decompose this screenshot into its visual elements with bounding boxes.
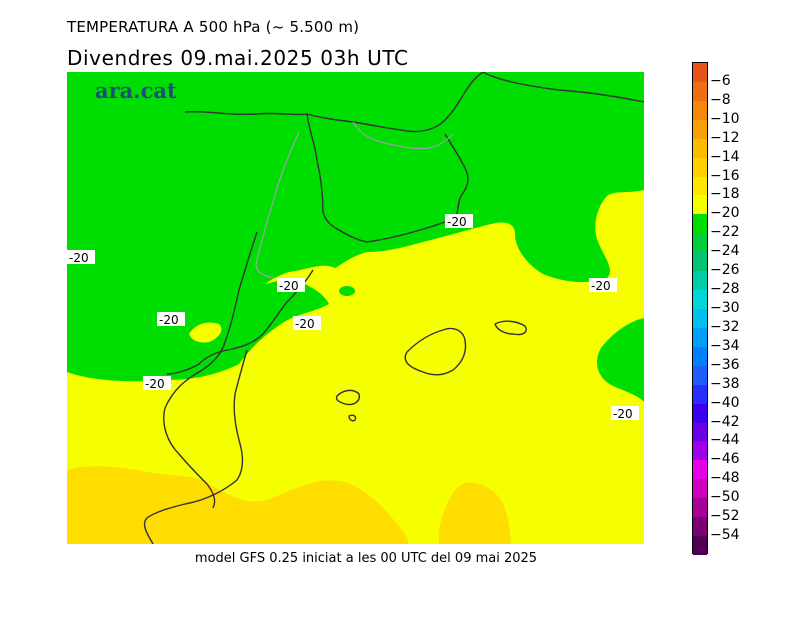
isotherm-labels: -20 -20 -20 -20 -20 -20 -20 -20 -20	[67, 214, 639, 421]
color-scale-segment	[693, 346, 707, 367]
isotherm-label: -20	[613, 407, 633, 421]
color-scale-segment	[693, 536, 707, 556]
color-scale-label: −48	[710, 470, 740, 487]
southeast-coast	[143, 349, 248, 544]
color-scale-label: −26	[710, 262, 740, 279]
isotherm-label: -20	[591, 279, 611, 293]
color-scale-segment	[693, 119, 707, 140]
color-scale-segment	[693, 517, 707, 537]
color-scale-labels: −6 −8 −10 −12 −14 −16 −18 −20 −22 −24 −26 −28 −30 −32…	[710, 62, 790, 554]
map-title: TEMPERATURA A 500 hPa (~ 5.500 m)	[67, 18, 360, 36]
color-scale-segment	[693, 100, 707, 121]
color-scale-segment	[693, 384, 707, 405]
color-scale-segment	[693, 271, 707, 291]
color-scale-segment	[693, 252, 707, 272]
color-scale-label: −24	[710, 243, 740, 260]
yellow-pocket	[189, 322, 222, 343]
map-subtitle: Divendres 09.mai.2025 03h UTC	[67, 46, 409, 70]
color-scale-segment	[693, 422, 707, 442]
isotherm-label: -20	[69, 251, 89, 265]
catalonia-coast	[306, 113, 469, 243]
color-scale-segment	[693, 309, 707, 329]
mallorca	[404, 327, 467, 376]
color-scale-label: −8	[710, 91, 731, 108]
color-scale-segment	[693, 403, 707, 424]
green-region-north	[67, 72, 644, 358]
region-border-north	[352, 121, 454, 150]
model-caption: model GFS 0.25 iniciat a les 00 UTC del …	[194, 551, 538, 566]
color-scale-label: −40	[710, 394, 740, 411]
color-scale-segment	[693, 290, 707, 310]
isotherm-label: -20	[447, 215, 467, 229]
color-scale-label: −6	[710, 72, 731, 89]
color-scale-bar	[692, 62, 708, 556]
region-border-west	[255, 131, 300, 279]
isotherm-label: -20	[279, 279, 299, 293]
france-coast	[482, 72, 644, 103]
color-scale-segment	[693, 327, 707, 348]
color-scale-label: −30	[710, 300, 740, 316]
region-borders	[255, 121, 454, 279]
balearic-islands	[335, 320, 527, 422]
color-scale-label: −20	[710, 205, 740, 222]
coastlines	[143, 72, 644, 544]
color-scale-segment	[693, 63, 707, 83]
color-scale-segment	[693, 157, 707, 178]
isotherm-label: -20	[159, 313, 179, 327]
ibiza	[335, 389, 360, 406]
color-scale-label: −50	[710, 489, 740, 506]
green-region-east	[597, 318, 644, 402]
color-scale-label: −34	[710, 337, 740, 354]
menorca	[494, 320, 527, 336]
color-scale-segment	[693, 365, 707, 386]
isotherm-label: -20	[171, 313, 191, 327]
color-scale-segment	[693, 176, 707, 196]
color-scale-label: −18	[710, 186, 740, 203]
color-scale-segment	[693, 138, 707, 159]
color-scale-label: −36	[710, 356, 740, 373]
logo: ara.cat	[95, 78, 177, 103]
color-scale-label: −12	[710, 129, 740, 146]
valencia-coast	[166, 269, 314, 375]
color-scale-label: −42	[710, 413, 740, 430]
gold-region-south	[438, 482, 511, 544]
color-scale-label: −28	[710, 281, 740, 298]
color-scale-segment	[693, 479, 707, 499]
gold-region-southwest	[67, 466, 409, 544]
color-scale-label: −46	[710, 451, 740, 468]
color-scale-label: −14	[710, 148, 740, 165]
color-scale-segment	[693, 195, 707, 215]
temperature-map: -20 -20 -20 -20 -20 -20 -20 -20 -20 ara.…	[67, 72, 644, 544]
color-scale-label: −44	[710, 432, 740, 449]
color-scale-label: −52	[710, 508, 740, 525]
color-scale-label: −54	[710, 527, 740, 544]
color-scale-label: −32	[710, 318, 740, 335]
color-scale-label: −38	[710, 375, 740, 392]
color-scale-segment	[693, 81, 707, 102]
color-scale-segment	[693, 214, 707, 234]
color-scale-segment	[693, 460, 707, 480]
color-scale-label: −10	[710, 110, 740, 127]
color-scale-label: −22	[710, 224, 740, 241]
inland-border	[163, 231, 258, 509]
green-islet	[339, 286, 355, 296]
color-scale-segment	[693, 233, 707, 253]
formentera	[348, 414, 357, 422]
isotherm-label: -20	[295, 317, 315, 331]
color-scale-segment	[693, 441, 707, 461]
color-scale-segment	[693, 498, 707, 518]
pyrenees-border	[184, 72, 484, 133]
color-scale-label: −16	[710, 167, 740, 184]
isotherm-label: -20	[145, 377, 165, 391]
